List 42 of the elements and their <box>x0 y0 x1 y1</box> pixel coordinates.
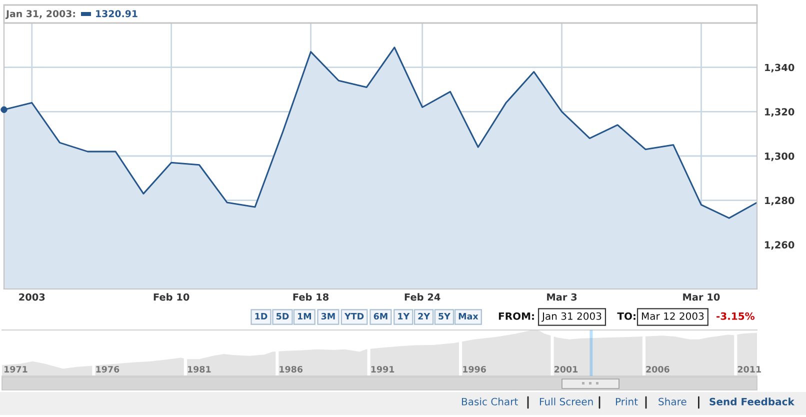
text: Jan 31 2003 <box>542 312 602 322</box>
text: Share <box>658 398 686 406</box>
text: 1M <box>298 313 311 320</box>
x-tick-label: 1986 <box>280 366 303 373</box>
y-tick-label: 1,300 <box>765 152 794 162</box>
text: Max <box>458 313 478 320</box>
x-tick-label: Feb 18 <box>293 293 329 301</box>
text: 1D <box>255 313 268 320</box>
y-tick-label: 1,280 <box>765 196 794 206</box>
text: 3M <box>321 312 335 320</box>
text: 5Y <box>438 313 450 320</box>
text: Send Feedback <box>710 398 795 406</box>
x-tick-label: Mar 10 <box>683 293 720 301</box>
text: FROM: <box>498 312 534 320</box>
text: Jan 31, 2003: <box>5 10 75 19</box>
text: 2Y <box>418 312 430 320</box>
text: Basic Chart <box>462 398 518 406</box>
text: TO: <box>617 312 636 320</box>
x-tick-label: Mar 3 <box>547 293 577 301</box>
x-tick-label: 2003 <box>19 293 45 301</box>
text: 1320.91 <box>96 10 138 18</box>
text: Full Screen <box>540 398 593 406</box>
x-tick-label: 1971 <box>4 366 28 373</box>
text: Mar 12 2003 <box>642 312 704 320</box>
x-tick-label: Feb 24 <box>404 293 440 301</box>
x-tick-label: 2011 <box>738 366 761 373</box>
text: -3.15% <box>716 312 755 320</box>
x-tick-label: 1996 <box>463 366 486 373</box>
text: Print <box>616 398 638 406</box>
x-tick-label: 2006 <box>646 366 670 373</box>
text: YTD <box>344 313 364 320</box>
y-tick-label: 1,320 <box>765 108 794 117</box>
y-tick-label: 1,260 <box>765 241 794 250</box>
y-tick-label: 1,340 <box>765 64 794 72</box>
text: 5D <box>276 313 289 320</box>
x-tick-label: Feb 10 <box>154 293 190 301</box>
x-tick-label: 1981 <box>188 366 211 373</box>
text: 6M <box>374 312 388 320</box>
text: 1Y <box>398 313 410 320</box>
x-tick-label: 1976 <box>96 366 120 373</box>
x-tick-label: 1991 <box>371 366 394 373</box>
x-tick-label: 2001 <box>554 366 578 373</box>
